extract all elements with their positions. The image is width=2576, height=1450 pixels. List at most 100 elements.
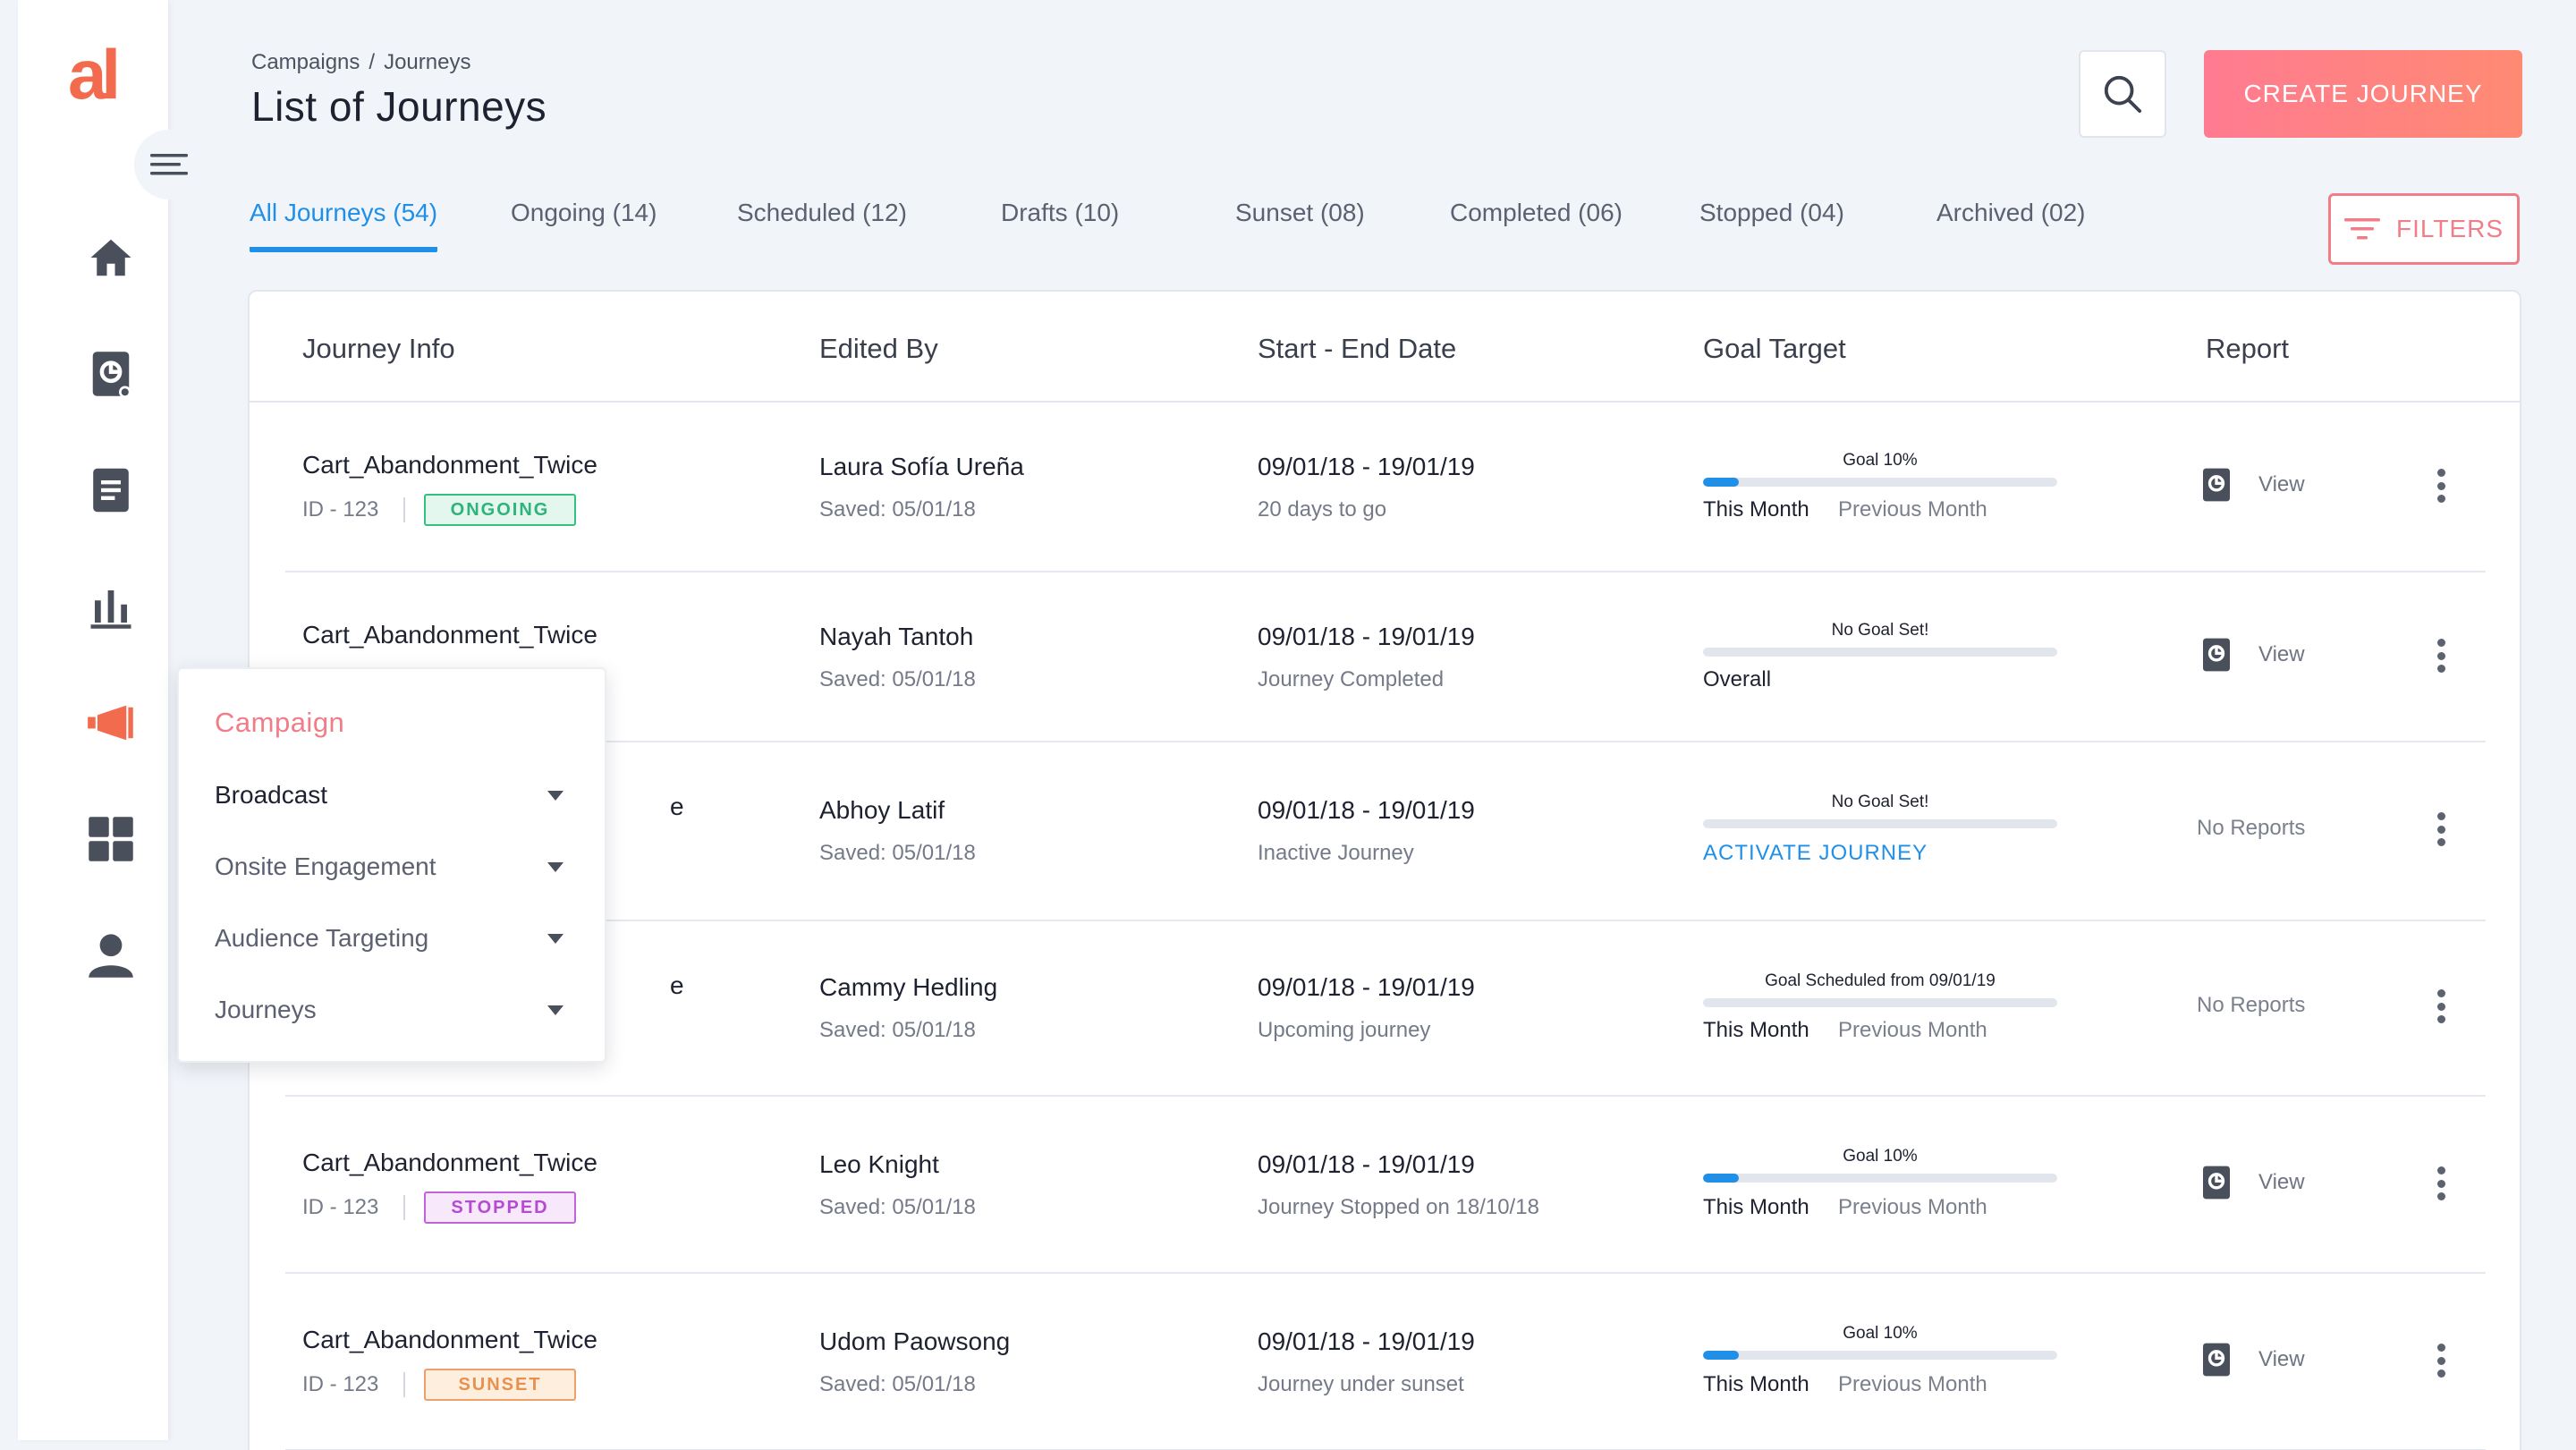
journey-name-partial: e (670, 971, 684, 999)
journey-name[interactable]: Cart_Abandonment_Twice (302, 451, 597, 479)
goal-progress-bar (1703, 478, 2057, 487)
journey-tabs: All Journeys (54) Ongoing (14) Scheduled… (250, 199, 2146, 261)
no-reports-label: No Reports (2197, 993, 2306, 1017)
tab-archived[interactable]: Archived (02) (1936, 199, 2086, 226)
tab-scheduled[interactable]: Scheduled (12) (737, 199, 907, 226)
goal-tab-previous-month[interactable]: Previous Month (1838, 497, 1987, 521)
goal-progress-bar (1703, 819, 2057, 828)
goal-progress-fill (1703, 1174, 1739, 1183)
journey-name[interactable]: Cart_Abandonment_Twice (302, 1326, 597, 1353)
column-goal-target: Goal Target (1703, 333, 1846, 364)
menu-item-broadcast[interactable]: Broadcast (215, 773, 572, 818)
column-dates: Start - End Date (1258, 333, 1457, 364)
goal-progress-bar (1703, 998, 2057, 1007)
editor-name: Nayah Tantoh (819, 623, 974, 650)
goal-progress-fill (1703, 478, 1739, 487)
filters-button[interactable]: FILTERS (2328, 193, 2520, 265)
more-options-icon[interactable] (2428, 1161, 2454, 1206)
journey-name-partial: e (670, 793, 684, 820)
menu-item-journeys[interactable]: Journeys (215, 988, 572, 1032)
search-icon (2104, 75, 2142, 114)
view-report-link[interactable]: View (2258, 1170, 2305, 1194)
goal-tab-overall[interactable]: Overall (1703, 667, 1772, 691)
report-icon[interactable] (2201, 467, 2232, 503)
journey-id: ID - 123 (302, 1372, 379, 1396)
column-journey-info: Journey Info (302, 333, 455, 364)
more-options-icon[interactable] (2428, 807, 2454, 852)
table-row[interactable]: Cart_Abandonment_Twice ID - 123 SUNSET U… (285, 1274, 2486, 1450)
journey-name[interactable]: Cart_Abandonment_Twice (302, 621, 597, 649)
goal-tab-previous-month[interactable]: Previous Month (1838, 1018, 1987, 1042)
status-badge: SUNSET (424, 1369, 576, 1401)
grid-icon[interactable] (73, 801, 148, 877)
report-icon[interactable] (2201, 1165, 2232, 1200)
more-options-icon[interactable] (2428, 984, 2454, 1029)
breadcrumb-campaigns[interactable]: Campaigns (251, 50, 360, 74)
date-note: Inactive Journey (1258, 841, 1414, 865)
goal-label: No Goal Set! (1831, 793, 1929, 811)
goal-tab-previous-month[interactable]: Previous Month (1838, 1195, 1987, 1219)
menu-item-label: Journeys (215, 996, 317, 1023)
date-range: 09/01/18 - 19/01/19 (1258, 1150, 1475, 1178)
user-icon[interactable] (73, 918, 148, 993)
goal-tab-previous-month[interactable]: Previous Month (1838, 1372, 1987, 1396)
search-button[interactable] (2079, 50, 2166, 138)
goal-label: Goal 10% (1843, 1324, 1918, 1343)
tab-drafts[interactable]: Drafts (10) (1001, 199, 1120, 226)
column-report: Report (2206, 333, 2290, 364)
filter-icon (2343, 218, 2380, 240)
id-divider (403, 1195, 405, 1220)
caret-down-icon (547, 933, 564, 944)
table-row[interactable]: Cart_Abandonment_Twice ID - 123 STOPPED … (285, 1097, 2486, 1274)
more-options-icon[interactable] (2428, 1338, 2454, 1383)
view-report-link[interactable]: View (2258, 642, 2305, 666)
goal-label: Goal 10% (1843, 1147, 1918, 1166)
date-note: 20 days to go (1258, 497, 1387, 521)
tab-all-journeys[interactable]: All Journeys (54) (250, 199, 438, 252)
more-options-icon[interactable] (2428, 463, 2454, 508)
activate-journey-link[interactable]: ACTIVATE JOURNEY (1703, 841, 1928, 865)
view-report-link[interactable]: View (2258, 1347, 2305, 1371)
menu-item-audience-targeting[interactable]: Audience Targeting (215, 916, 572, 961)
goal-tab-this-month[interactable]: This Month (1703, 497, 1809, 521)
goal-tab-this-month[interactable]: This Month (1703, 1195, 1809, 1219)
tab-stopped[interactable]: Stopped (04) (1699, 199, 1844, 226)
date-range: 09/01/18 - 19/01/19 (1258, 1327, 1475, 1355)
table-row[interactable]: Cart_Abandonment_Twice ID - 123 ONGOING … (285, 403, 2486, 572)
sidebar-toggle-button[interactable] (134, 130, 204, 199)
report-icon[interactable] (2201, 637, 2232, 673)
table-row[interactable]: e Cammy Hedling Saved: 05/01/18 09/01/18… (285, 921, 2486, 1097)
date-note: Upcoming journey (1258, 1018, 1431, 1042)
tab-completed[interactable]: Completed (06) (1450, 199, 1623, 226)
megaphone-icon[interactable] (73, 685, 148, 760)
create-journey-button[interactable]: CREATE JOURNEY (2204, 50, 2522, 138)
menu-item-onsite-engagement[interactable]: Onsite Engagement (215, 844, 572, 889)
journeys-table: Journey Info Edited By Start - End Date … (248, 290, 2521, 1450)
goal-tab-this-month[interactable]: This Month (1703, 1372, 1809, 1396)
menu-icon (150, 154, 188, 175)
home-icon[interactable] (73, 220, 148, 295)
report-icon[interactable] (2201, 1342, 2232, 1378)
date-note: Journey under sunset (1258, 1372, 1464, 1396)
goal-tab-this-month[interactable]: This Month (1703, 1018, 1809, 1042)
journey-name[interactable]: Cart_Abandonment_Twice (302, 1149, 597, 1176)
date-range: 09/01/18 - 19/01/19 (1258, 796, 1475, 824)
breadcrumb: Campaigns / Journeys (251, 50, 470, 75)
more-options-icon[interactable] (2428, 633, 2454, 678)
table-row[interactable]: Cart_Abandonment_Twice Nayah Tantoh Save… (285, 572, 2486, 742)
goal-label: Goal Scheduled from 09/01/19 (1765, 971, 1996, 990)
tab-sunset[interactable]: Sunset (08) (1235, 199, 1365, 226)
document-list-icon[interactable] (73, 453, 148, 528)
tab-ongoing[interactable]: Ongoing (14) (511, 199, 657, 226)
date-note: Journey Stopped on 18/10/18 (1258, 1195, 1539, 1219)
bar-chart-icon[interactable] (73, 569, 148, 644)
id-divider (403, 1372, 405, 1397)
saved-date: Saved: 05/01/18 (819, 1195, 976, 1219)
editor-name: Udom Paowsong (819, 1327, 1011, 1355)
date-range: 09/01/18 - 19/01/19 (1258, 973, 1475, 1001)
table-row[interactable]: e Abhoy Latif Saved: 05/01/18 09/01/18 -… (285, 742, 2486, 921)
breadcrumb-separator: / (369, 50, 376, 74)
saved-date: Saved: 05/01/18 (819, 667, 976, 691)
report-document-icon[interactable] (73, 336, 148, 411)
view-report-link[interactable]: View (2258, 472, 2305, 496)
